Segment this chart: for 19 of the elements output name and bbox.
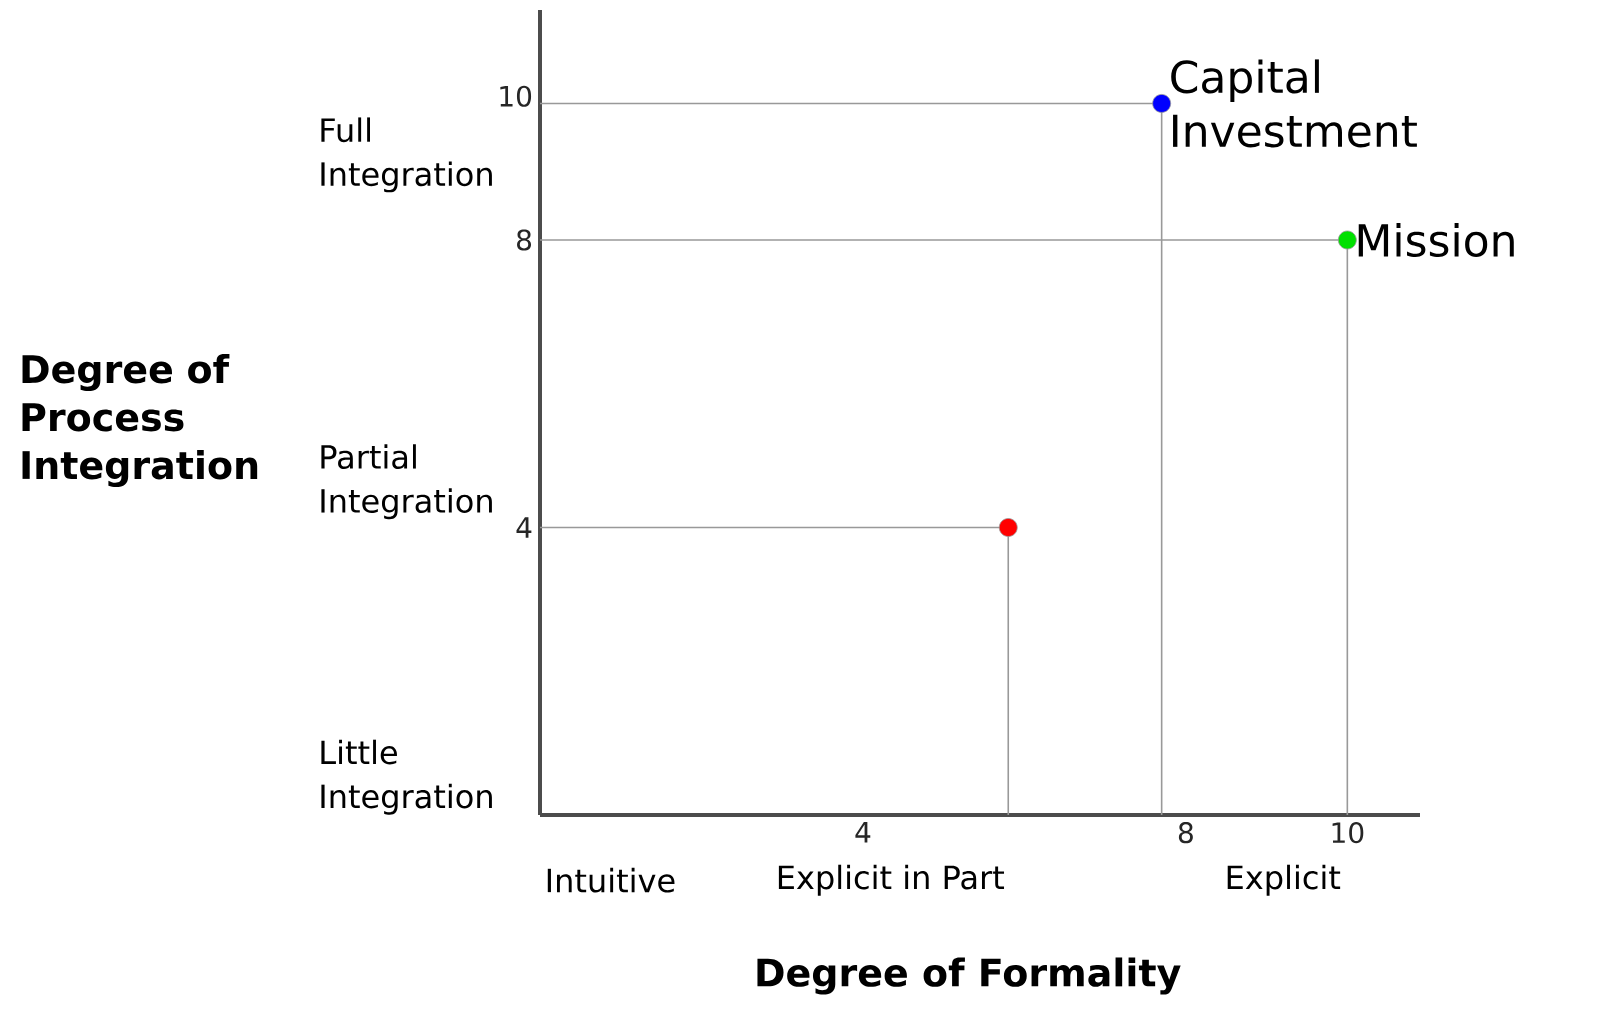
text: Partial Integration — [321, 444, 492, 520]
y-tick-label: 8 — [517, 229, 532, 251]
y-tick-label: 4 — [516, 517, 532, 538]
y-tick-label: 10 — [500, 85, 532, 107]
text: Explicit — [1227, 864, 1341, 896]
x-tick-label: 10 — [1332, 822, 1364, 844]
point — [1152, 94, 1172, 113]
text: Explicit in Part — [778, 864, 1005, 896]
text: Degree of Process Integration — [22, 354, 258, 488]
series-label: Capital Investment — [1171, 59, 1417, 148]
text: Little Integration — [321, 739, 492, 815]
point — [1337, 230, 1357, 250]
x-tick-label: 4 — [855, 822, 871, 843]
series-label: Mission — [1358, 222, 1514, 258]
text: Full Integration — [321, 117, 492, 193]
text: Intuitive — [547, 867, 675, 893]
x-axis-title: Degree of Formality — [757, 957, 1181, 995]
point — [998, 518, 1018, 537]
x-tick-label: 8 — [1178, 822, 1193, 844]
